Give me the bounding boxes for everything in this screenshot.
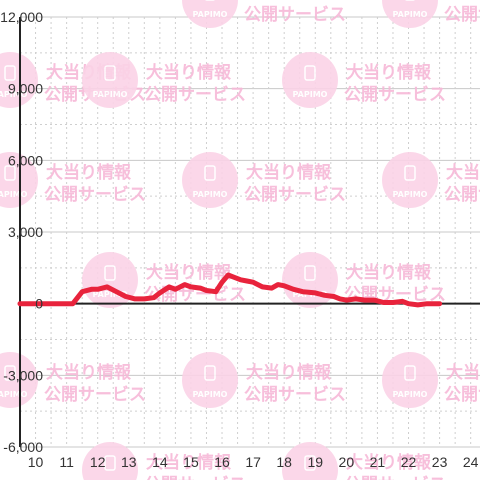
watermark-phone-icon xyxy=(104,265,116,281)
watermark-line2: 公開サービス xyxy=(144,85,246,105)
watermark-logo-circle xyxy=(182,0,238,28)
watermark-line1: 大当り情報 xyxy=(146,262,232,283)
x-tick-label: 11 xyxy=(59,454,74,470)
watermark-phone-icon xyxy=(104,65,116,81)
x-tick-label: 16 xyxy=(214,454,230,470)
watermark-phone-icon xyxy=(4,165,16,181)
watermark-line2: 公開サービス xyxy=(44,385,146,405)
y-tick-label: -6,000 xyxy=(3,439,43,455)
watermark-line1: 大当り情報 xyxy=(346,62,432,83)
x-tick-label: 19 xyxy=(307,454,323,470)
y-tick-label: 12,000 xyxy=(0,9,43,25)
watermark-line1: 大当り情報 xyxy=(246,0,332,3)
watermark-line1: 大当り情報 xyxy=(346,262,432,283)
watermark-logo-circle xyxy=(282,442,338,480)
watermark-phone-icon xyxy=(4,65,16,81)
watermark-logo-text: PAPIMO xyxy=(93,290,128,299)
watermark-line1: 大当り情報 xyxy=(146,452,232,473)
watermark-line2: 公開サービス xyxy=(144,475,246,480)
watermark-logo-circle xyxy=(382,0,438,28)
watermark-line1: 大当り情報 xyxy=(46,362,132,383)
x-tick-label: 20 xyxy=(339,454,355,470)
watermark-logo-text: PAPIMO xyxy=(0,90,28,99)
watermark-line2: 公開サービス xyxy=(444,5,480,25)
watermark-line1: 大当り情報 xyxy=(446,0,480,3)
watermark-logo-text: PAPIMO xyxy=(393,390,428,399)
watermark-line1: 大当り情報 xyxy=(46,162,132,183)
watermark-phone-icon xyxy=(204,165,216,181)
watermark-line2: 公開サービス xyxy=(144,285,246,305)
x-tick-label: 12 xyxy=(90,454,106,470)
watermark-line2: 公開サービス xyxy=(344,85,446,105)
y-tick-label: -3,000 xyxy=(3,367,43,383)
watermark-line2: 公開サービス xyxy=(444,185,480,205)
y-tick-label: 6,000 xyxy=(8,152,43,168)
watermark-line2: 公開サービス xyxy=(444,385,480,405)
watermark-phone-icon xyxy=(204,365,216,381)
watermark-logo-text: PAPIMO xyxy=(193,190,228,199)
watermark-phone-icon xyxy=(304,65,316,81)
watermark-phone-icon xyxy=(304,265,316,281)
watermark-line2: 公開サービス xyxy=(44,185,146,205)
y-tick-label: 9,000 xyxy=(8,81,43,97)
watermark-phone-icon xyxy=(404,165,416,181)
watermark-phone-icon xyxy=(4,365,16,381)
watermark-logo-text: PAPIMO xyxy=(393,190,428,199)
watermark-line2: 公開サービス xyxy=(244,385,346,405)
x-tick-label: 10 xyxy=(28,454,44,470)
watermark-phone-icon xyxy=(404,365,416,381)
watermark-logo-text: PAPIMO xyxy=(193,390,228,399)
watermark-logo-circle xyxy=(82,442,138,480)
x-tick-label: 15 xyxy=(183,454,199,470)
watermark-phone-icon xyxy=(304,455,316,471)
watermark-line1: 大当り情報 xyxy=(246,362,332,383)
watermark-line1: 大当り情報 xyxy=(146,62,232,83)
x-tick-label: 17 xyxy=(245,454,261,470)
watermark-logo-text: PAPIMO xyxy=(393,10,428,19)
watermark-line2: 公開サービス xyxy=(244,5,346,25)
watermark-logo-text: PAPIMO xyxy=(293,90,328,99)
watermark-line1: 大当り情報 xyxy=(446,162,480,183)
x-tick-label: 14 xyxy=(152,454,168,470)
x-tick-label: 23 xyxy=(432,454,448,470)
watermark-line1: 大当り情報 xyxy=(446,362,480,383)
x-tick-label: 13 xyxy=(121,454,137,470)
x-tick-label: 21 xyxy=(370,454,386,470)
watermark-logo-text: PAPIMO xyxy=(0,190,28,199)
watermark-logo-text: PAPIMO xyxy=(0,390,28,399)
watermark-line2: 公開サービス xyxy=(344,475,446,480)
watermark-line1: 大当り情報 xyxy=(346,452,432,473)
watermark-logo-text: PAPIMO xyxy=(93,90,128,99)
y-tick-label: 0 xyxy=(35,296,43,312)
x-tick-label: 24 xyxy=(463,454,479,470)
watermark-line1: 大当り情報 xyxy=(246,162,332,183)
x-tick-label: 22 xyxy=(401,454,417,470)
series-layer xyxy=(17,272,443,308)
x-tick-label: 18 xyxy=(276,454,292,470)
watermark-logo-text: PAPIMO xyxy=(193,10,228,19)
watermark-phone-icon xyxy=(104,455,116,471)
watermark-line2: 公開サービス xyxy=(244,185,346,205)
y-tick-label: 3,000 xyxy=(8,224,43,240)
series-line xyxy=(17,272,443,308)
